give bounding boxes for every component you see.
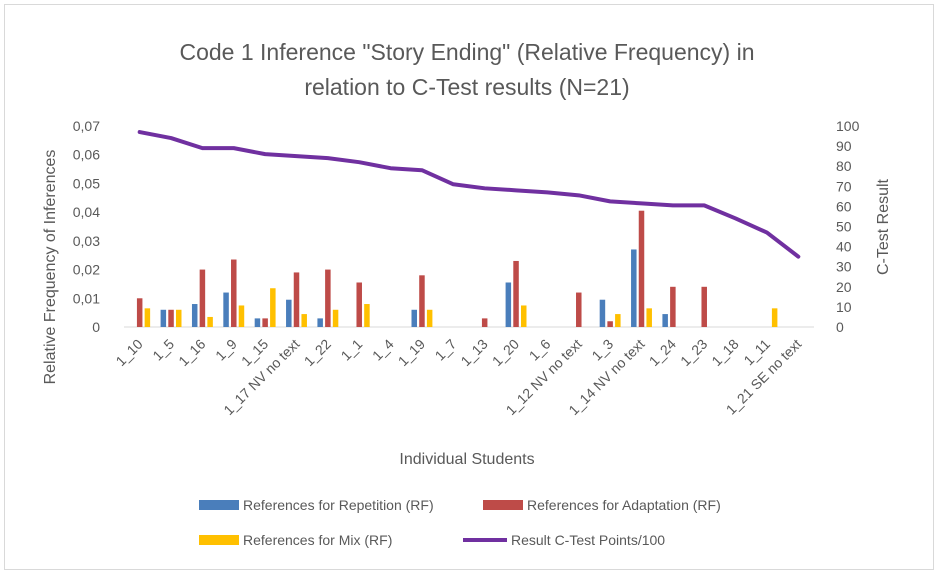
y2-tick-label: 0 (836, 319, 844, 335)
x-tick-label: 1_20 (489, 336, 522, 369)
y2-tick-label: 90 (836, 138, 852, 154)
bar-adaptation (481, 318, 488, 327)
x-tick-label: 1_19 (395, 336, 428, 369)
y-tick-label: 0,05 (73, 175, 100, 191)
x-tick-label: 1_18 (708, 336, 741, 369)
legend-label: Result C-Test Points/100 (511, 532, 665, 548)
bar-repetition (160, 309, 167, 327)
legend-label: References for Adaptation (RF) (527, 497, 721, 513)
y-tick-label: 0,07 (73, 118, 100, 134)
x-tick-label: 1_16 (175, 336, 208, 369)
bar-mix (646, 308, 652, 327)
x-tick-label: 1_7 (432, 336, 460, 364)
bar-mix (615, 314, 621, 327)
bar-repetition (223, 292, 229, 327)
legend-swatch (483, 500, 523, 510)
bars (136, 210, 778, 327)
y-tick-label: 0,06 (73, 147, 100, 163)
bar-adaptation (356, 282, 362, 327)
legend-label: References for Repetition (RF) (243, 497, 434, 513)
legend-swatch (199, 500, 239, 510)
bar-repetition (286, 299, 292, 327)
y-axis-ticks: 0 0,01 0,02 0,03 0,04 0,05 0,06 0,07 (73, 118, 100, 335)
y2-axis-title: C-Test Result (875, 178, 892, 275)
bar-repetition (411, 309, 418, 327)
bar-mix (301, 314, 307, 327)
bar-adaptation (701, 286, 707, 327)
y2-tick-label: 80 (836, 158, 852, 174)
x-tick-label: 1_9 (212, 336, 240, 364)
bar-repetition (662, 314, 668, 327)
y2-tick-label: 70 (836, 178, 852, 194)
y-axis-title: Relative Frequency of Inferences (42, 150, 59, 385)
bar-mix (771, 308, 778, 327)
chart-title-line-2: relation to C-Test results (N=21) (304, 74, 629, 100)
bar-adaptation (199, 269, 206, 327)
y-tick-label: 0,04 (73, 204, 100, 220)
bar-adaptation (262, 318, 268, 327)
bar-adaptation (168, 309, 174, 327)
bar-repetition (631, 249, 637, 327)
x-tick-label: 1_23 (677, 336, 710, 369)
y2-tick-label: 10 (836, 299, 852, 315)
bar-adaptation (576, 292, 582, 327)
y-tick-label: 0 (92, 319, 100, 335)
series-line-ctest (137, 130, 801, 259)
legend-label: References for Mix (RF) (243, 532, 392, 548)
bar-adaptation (419, 275, 425, 327)
bar-repetition (191, 304, 198, 327)
bar-mix (520, 305, 527, 327)
bar-mix (207, 316, 213, 327)
bar-mix (332, 309, 339, 327)
x-tick-label: 1_1 (338, 336, 366, 364)
y-tick-label: 0,03 (73, 233, 100, 249)
x-tick-label: 1_13 (457, 336, 490, 369)
legend-swatch (199, 535, 239, 545)
y2-axis-ticks: 0 10 20 30 40 50 60 70 80 90 100 (836, 118, 860, 335)
bar-adaptation (325, 269, 331, 327)
x-tick-label: 1_4 (369, 336, 397, 364)
y2-tick-label: 40 (836, 239, 852, 255)
bar-mix (144, 308, 151, 327)
y2-tick-label: 60 (836, 198, 852, 214)
x-tick-label: 1_10 (112, 336, 145, 369)
y2-tick-label: 100 (836, 118, 860, 134)
legend: References for Repetition (RF) References… (199, 497, 721, 548)
bar-mix (270, 288, 276, 327)
bar-repetition (599, 299, 606, 327)
y2-tick-label: 30 (836, 259, 852, 275)
bar-repetition (505, 282, 512, 327)
bar-mix (238, 305, 245, 327)
bar-mix (175, 309, 182, 327)
bar-adaptation (231, 259, 237, 327)
bar-repetition (317, 318, 323, 327)
bar-adaptation (293, 272, 300, 327)
y-tick-label: 0,02 (73, 262, 100, 278)
bar-adaptation (638, 210, 645, 327)
bar-adaptation (607, 321, 613, 327)
bar-mix (426, 309, 433, 327)
y2-tick-label: 20 (836, 279, 852, 295)
bar-adaptation (513, 260, 519, 327)
x-axis-title: Individual Students (399, 451, 534, 468)
bar-adaptation (670, 286, 676, 327)
chart-title-line-1: Code 1 Inference "Story Ending" (Relativ… (179, 39, 754, 65)
bar-repetition (254, 318, 261, 327)
bar-mix (364, 304, 370, 327)
bar-adaptation (136, 298, 143, 327)
x-tick-label: 1_24 (646, 336, 679, 369)
x-tick-label: 1_5 (149, 336, 177, 364)
y2-tick-label: 50 (836, 219, 852, 235)
x-tick-label: 1_22 (301, 336, 334, 369)
chart-frame (4, 4, 934, 570)
y-tick-label: 0,01 (73, 290, 100, 306)
